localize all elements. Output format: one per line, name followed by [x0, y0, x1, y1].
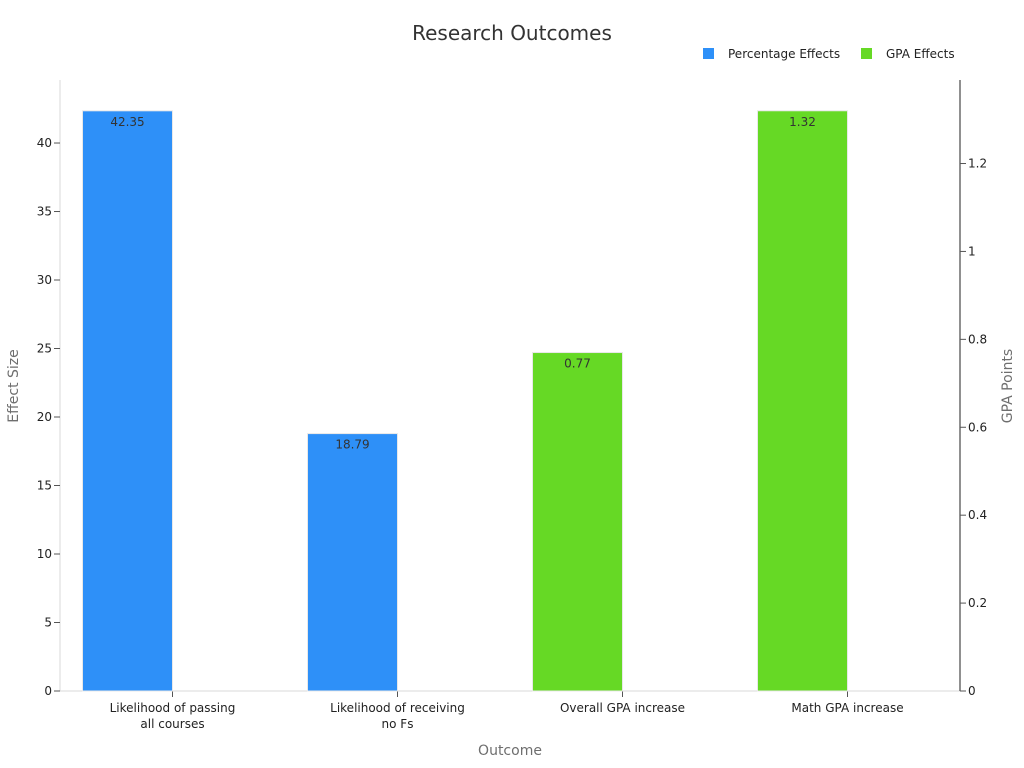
- chart-title: Research Outcomes: [412, 21, 612, 45]
- y-axis-title: Effect Size: [6, 349, 22, 422]
- y-tick-label: 40: [37, 136, 52, 150]
- labels-layer: 42.35 18.79 0.77 1.32: [110, 115, 816, 452]
- y2-tick-label: 0: [968, 684, 976, 698]
- y-tick-label: 0: [44, 684, 52, 698]
- y-tick-label: 5: [44, 616, 52, 630]
- legend-swatch: [861, 48, 872, 59]
- y-tick-label: 20: [37, 410, 52, 424]
- bar: [307, 433, 398, 692]
- legend-label: GPA Effects: [886, 47, 955, 61]
- y2-tick-label: 0.4: [968, 508, 987, 522]
- legend: Percentage Effects GPA Effects: [703, 47, 955, 61]
- y2-tick-label: 0.8: [968, 332, 987, 346]
- y-tick-label: 10: [37, 547, 52, 561]
- bar: [757, 110, 848, 692]
- y2-tick-label: 1: [968, 244, 976, 258]
- x-tick-label: Math GPA increase: [791, 701, 903, 715]
- data-label: 42.35: [110, 115, 144, 129]
- bar: [82, 110, 173, 692]
- x-tick-label: Likelihood of passing all courses: [110, 701, 236, 731]
- data-label: 18.79: [335, 438, 369, 452]
- y-tick-label: 25: [37, 342, 52, 356]
- x-tick-label: Overall GPA increase: [560, 701, 685, 715]
- y2-tick-label: 0.2: [968, 596, 987, 610]
- data-label: 1.32: [789, 115, 816, 129]
- legend-swatch: [703, 48, 714, 59]
- legend-label: Percentage Effects: [728, 47, 840, 61]
- y2-axis-title: GPA Points: [1000, 349, 1016, 423]
- y2-tick-label: 1.2: [968, 157, 987, 171]
- x-axis-title: Outcome: [478, 743, 542, 759]
- y-tick-label: 35: [37, 205, 52, 219]
- bar: [532, 352, 623, 692]
- bars-layer: [82, 110, 848, 692]
- y2-tick-label: 0.6: [968, 420, 987, 434]
- x-tick-label: Likelihood of receiving no Fs: [330, 701, 465, 731]
- y-tick-label: 30: [37, 273, 52, 287]
- data-label: 0.77: [564, 357, 591, 371]
- y-tick-label: 15: [37, 479, 52, 493]
- axes-layer: 0 5 10 15 20 25 30 35 40 0 0.2 0.4 0.6 0.8 1 1.2 Likelih…: [37, 80, 987, 731]
